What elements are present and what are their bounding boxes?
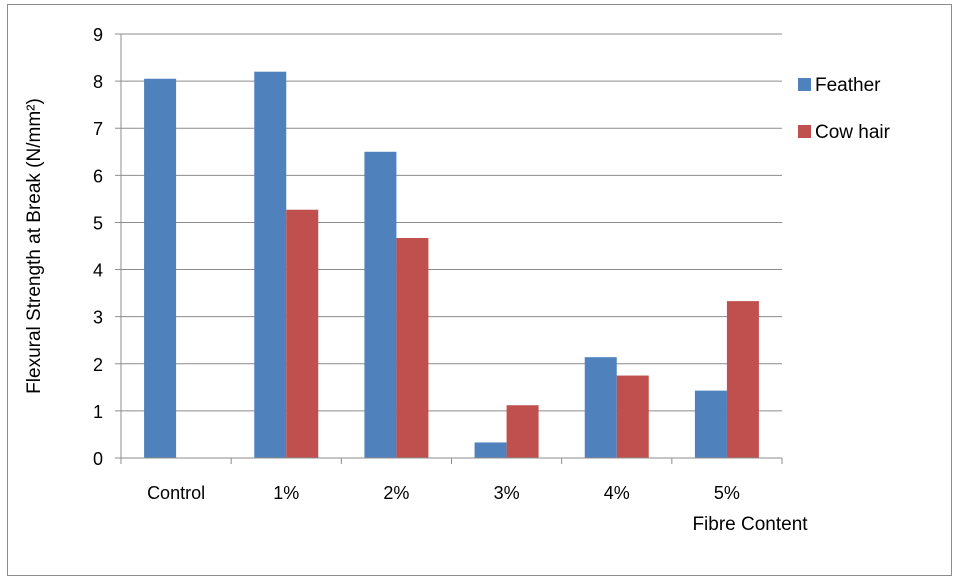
bar-feather: [144, 78, 177, 458]
x-axis-title: Fibre Content: [692, 514, 808, 535]
y-tick-label: 6: [93, 166, 103, 186]
bar-cow-hair: [286, 209, 319, 458]
y-tick-label: 8: [93, 72, 103, 92]
y-tick-label: 5: [93, 213, 103, 233]
legend-swatch: [798, 78, 811, 91]
x-tick-label: 2%: [383, 483, 409, 503]
bar-cow-hair: [396, 237, 429, 458]
gridlines: [121, 33, 782, 412]
y-tick-label: 4: [93, 261, 103, 281]
bar-cow-hair: [506, 405, 539, 458]
bar-feather: [254, 71, 287, 458]
y-tick-label: 7: [93, 119, 103, 139]
x-tick-label: 4%: [604, 483, 630, 503]
x-tick-label: 1%: [273, 483, 299, 503]
bar-feather: [694, 390, 727, 458]
x-tick-label: 3%: [494, 483, 520, 503]
x-tick-label: 5%: [714, 483, 740, 503]
y-axis-title: Flexural Strength at Break (N/mm²): [24, 98, 45, 394]
bars: [144, 71, 759, 458]
bar-cow-hair: [726, 301, 759, 458]
legend-swatch: [798, 125, 811, 138]
bar-cow-hair: [616, 375, 649, 458]
y-tick-label: 1: [93, 402, 103, 422]
y-tick-labels: 0 1 2 3 4 5 6 7 8 9: [93, 25, 103, 469]
legend: Feather Cow hair: [798, 75, 891, 143]
x-tick-label: Control: [147, 483, 205, 503]
y-tick-label: 2: [93, 355, 103, 375]
axes: [115, 33, 783, 464]
y-tick-label: 9: [93, 25, 103, 45]
y-tick-label: 0: [93, 449, 103, 469]
bar-feather: [364, 151, 397, 458]
legend-label: Cow hair: [815, 122, 891, 143]
bar-feather: [474, 442, 507, 458]
x-tick-labels: Control 1% 2% 3% 4% 5%: [147, 483, 740, 503]
bar-feather: [584, 357, 617, 458]
y-tick-label: 3: [93, 308, 103, 328]
legend-label: Feather: [815, 75, 881, 96]
